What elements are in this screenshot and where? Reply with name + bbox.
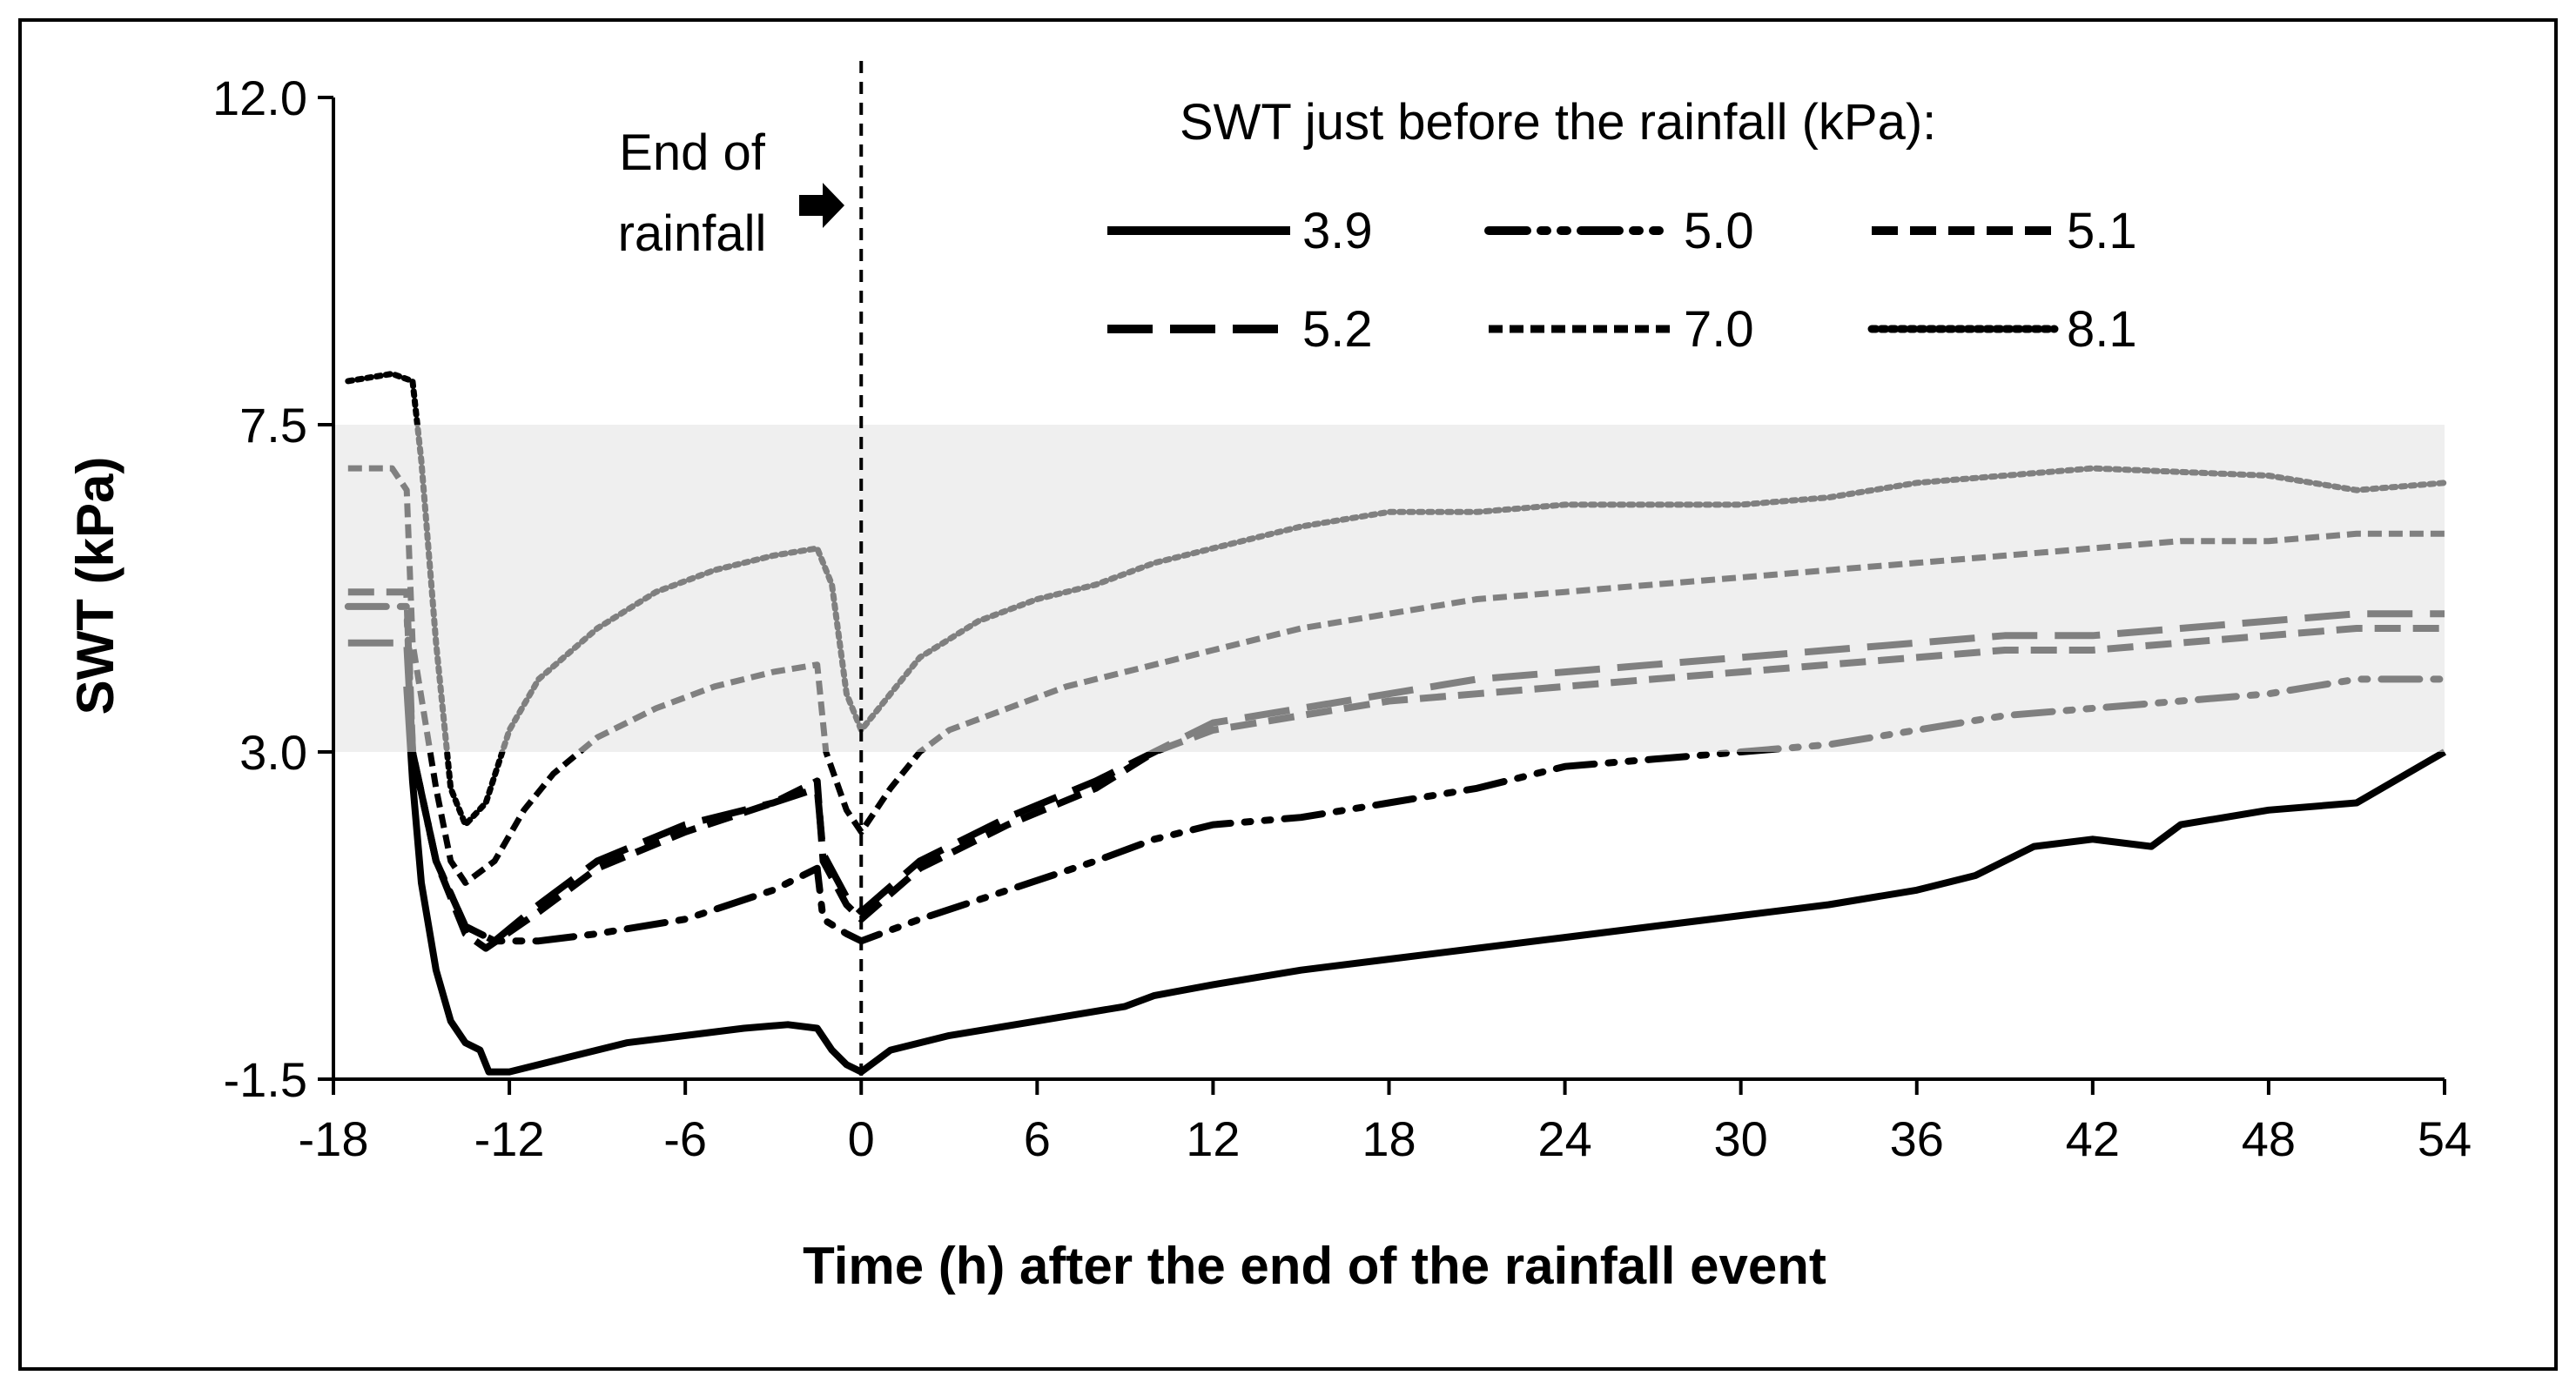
series-line-3.9-out-band	[403, 686, 2447, 1076]
x-tick-label: 0	[848, 1111, 875, 1166]
legend-label-7.0: 7.0	[1684, 301, 1754, 358]
legend-label-5.0: 5.0	[1684, 203, 1754, 259]
series-8.1	[345, 371, 2448, 829]
legend-item-5.2: 5.2	[1107, 301, 1373, 358]
legend: SWT just before the rainfall (kPa): 3.9 5…	[1107, 94, 2137, 358]
series-line-5.2-out-band	[347, 610, 2445, 945]
y-axis-title: SWT (kPa)	[66, 457, 124, 715]
x-tick-label: 12	[1186, 1111, 1240, 1166]
y-tick-label: 3.0	[239, 725, 307, 780]
series-line-8.1-in-band	[414, 425, 2448, 752]
x-tick-label: -18	[299, 1111, 369, 1166]
x-tick-label: 24	[1537, 1111, 1591, 1166]
x-tick-label: 48	[2242, 1111, 2296, 1166]
x-tick-label: -12	[474, 1111, 545, 1166]
legend-label-3.9: 3.9	[1302, 203, 1373, 259]
annotation-line-2: rainfall	[618, 205, 767, 262]
legend-item-5.1: 5.1	[1872, 203, 2137, 259]
series-7.0	[347, 465, 2445, 886]
x-tick-label: 30	[1714, 1111, 1768, 1166]
x-tick-label: 54	[2418, 1111, 2472, 1166]
series-line-5.1-in-band	[347, 588, 2445, 752]
y-tick-label: -1.5	[224, 1052, 308, 1107]
legend-label-8.1: 8.1	[2067, 301, 2137, 358]
series-5.0	[344, 602, 2448, 945]
legend-title: SWT just before the rainfall (kPa):	[1180, 94, 1936, 151]
series-line-5.0-in-band	[344, 602, 2448, 752]
annotation-line-1: End of	[619, 124, 766, 181]
arrow-right-icon	[799, 183, 844, 228]
legend-label-5.1: 5.1	[2067, 203, 2137, 259]
legend-label-5.2: 5.2	[1302, 301, 1373, 358]
y-tick-label: 12.0	[212, 70, 307, 125]
x-tick-label: 6	[1024, 1111, 1051, 1166]
series-5.1	[347, 588, 2445, 952]
legend-item-3.9: 3.9	[1107, 203, 1373, 259]
series-3.9	[403, 686, 2447, 1076]
x-tick-label: 18	[1362, 1111, 1416, 1166]
legend-item-5.0: 5.0	[1484, 203, 1754, 259]
legend-item-7.0: 7.0	[1489, 301, 1754, 358]
y-tick-label: 7.5	[239, 398, 307, 453]
plot-area	[344, 371, 2448, 1076]
series-5.2	[347, 610, 2445, 945]
x-tick-label: 36	[1890, 1111, 1944, 1166]
swt-range-band	[333, 425, 2445, 752]
axes: -1.5 3.0 7.5 12.0 -18 -12 -6 0 6 12 18 24 30 36 42 48 54	[212, 70, 2472, 1166]
x-tick-label: -6	[663, 1111, 707, 1166]
legend-item-8.1: 8.1	[1867, 301, 2137, 358]
x-tick-label: 42	[2066, 1111, 2120, 1166]
end-of-rainfall-marker-group: End of rainfall	[618, 61, 864, 1079]
x-axis-title: Time (h) after the end of the rainfall e…	[803, 1237, 1826, 1295]
